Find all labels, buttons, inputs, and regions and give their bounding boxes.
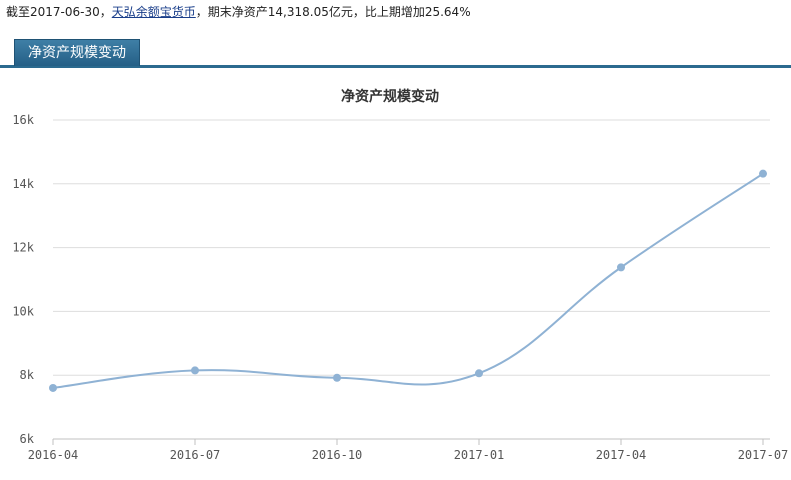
data-point[interactable] [759, 169, 767, 178]
data-point[interactable] [333, 373, 341, 382]
grid-layer [53, 119, 770, 440]
data-point[interactable] [617, 263, 625, 272]
y-tick-label: 14k [12, 177, 34, 191]
chart-title: 净资产规模变动 [341, 88, 439, 105]
y-tick-label: 12k [12, 241, 34, 255]
chart-frame: 净资产规模变动 6k 8k 10k 12k 14k 16k 2016-04 2016-07 20… [0, 70, 791, 480]
data-point[interactable] [191, 366, 199, 375]
series-line [52, 172, 764, 389]
summary-suffix: ，期末净资产14,318.05亿元，比上期增加25.64% [195, 5, 471, 19]
data-point[interactable] [49, 383, 57, 392]
x-tick-label: 2017-01 [454, 448, 505, 462]
y-tick-label: 16k [12, 113, 34, 127]
axis-layer: 6k 8k 10k 12k 14k 16k 2016-04 2016-07 2016-10 201… [12, 113, 788, 462]
data-point[interactable] [475, 369, 483, 378]
point-layer [49, 169, 767, 392]
tab-bar: 净资产规模变动 [0, 38, 791, 68]
line-layer [52, 172, 764, 389]
x-tick-label: 2017-07 [738, 448, 789, 462]
tab-net-asset-scale[interactable]: 净资产规模变动 [14, 39, 140, 66]
x-tick-label: 2016-10 [312, 448, 363, 462]
x-tick-label: 2016-04 [28, 448, 79, 462]
x-tick-label: 2016-07 [170, 448, 221, 462]
net-asset-chart: 净资产规模变动 6k 8k 10k 12k 14k 16k 2016-04 2016-07 20… [12, 88, 788, 462]
x-tick-label: 2017-04 [596, 448, 647, 462]
y-tick-label: 8k [20, 368, 35, 382]
fund-name-link[interactable]: 天弘余额宝货币 [111, 5, 196, 19]
summary-line: 截至2017-06-30，天弘余额宝货币，期末净资产14,318.05亿元，比上… [6, 4, 471, 20]
y-tick-label: 10k [12, 304, 34, 318]
summary-prefix: 截至2017-06-30， [6, 5, 112, 19]
y-tick-label: 6k [20, 432, 35, 446]
